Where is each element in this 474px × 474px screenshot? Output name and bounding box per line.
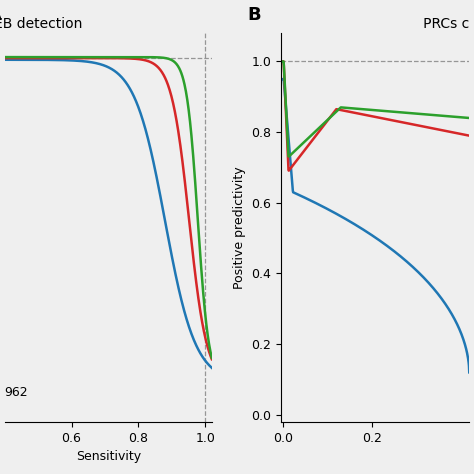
Y-axis label: Positive predictivity: Positive predictivity	[233, 166, 246, 289]
X-axis label: Sensitivity: Sensitivity	[76, 450, 141, 463]
Text: PRCs c: PRCs c	[410, 17, 469, 31]
Text: EB detection: EB detection	[0, 17, 83, 31]
Text: A: A	[0, 6, 2, 24]
Text: 962: 962	[5, 385, 28, 399]
Text: B: B	[247, 6, 261, 24]
